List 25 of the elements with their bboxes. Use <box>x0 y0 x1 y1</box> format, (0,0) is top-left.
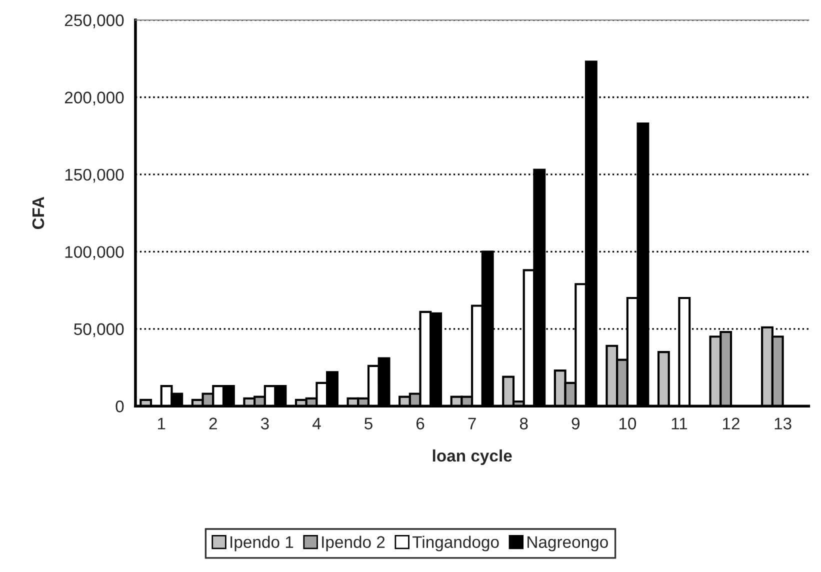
x-tick-label: 7 <box>468 418 476 430</box>
x-tick-label: 3 <box>260 418 269 430</box>
y-tick-label: 250,000 <box>64 14 124 28</box>
y-tick-label: 150,000 <box>65 168 124 183</box>
x-tick-label: 13 <box>774 418 792 430</box>
y-tick-label: 50,000 <box>74 323 124 338</box>
x-tick-label: 2 <box>209 418 217 430</box>
y-tick-label: 200,000 <box>64 92 124 106</box>
y-tick-label: 100,000 <box>65 246 124 260</box>
x-tick-label: 6 <box>416 418 424 430</box>
x-tick-label: 1 <box>158 418 166 430</box>
x-tick-label: 5 <box>364 418 372 430</box>
x-tick-label: 10 <box>619 418 636 430</box>
x-tick-label: 4 <box>312 418 321 430</box>
x-tick-label: 8 <box>520 418 528 430</box>
legend-label: Tingandogo <box>412 536 499 552</box>
x-tick-label: 11 <box>672 418 688 430</box>
legend-label: Ipendo 1 <box>230 536 294 552</box>
x-tick-label: 9 <box>572 418 580 430</box>
y-tick-label: 0 <box>116 400 124 412</box>
y-axis-title: CFA <box>32 196 44 230</box>
x-tick-label: 12 <box>723 418 740 430</box>
legend-label: Nagreongo <box>528 536 608 552</box>
x-axis-title: loan cycle <box>432 449 512 465</box>
legend-label: Ipendo 2 <box>322 536 385 552</box>
